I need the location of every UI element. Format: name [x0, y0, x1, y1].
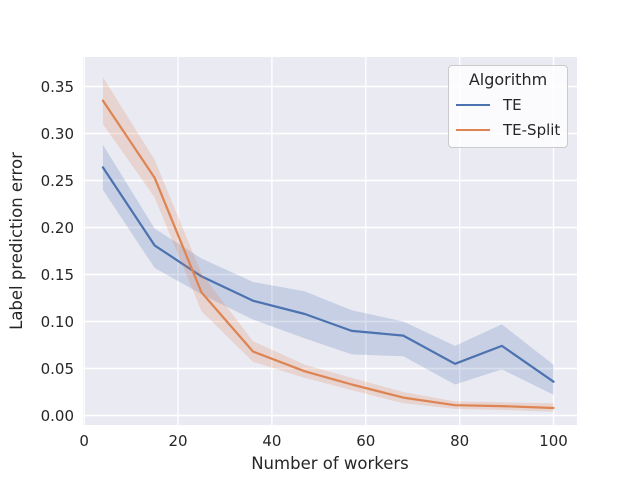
- y-tick-label: 0.35: [40, 77, 74, 96]
- x-axis-label: Number of workers: [251, 454, 409, 473]
- y-axis-label: Label prediction error: [7, 152, 26, 330]
- y-tick-label: 0.25: [40, 171, 74, 190]
- legend-entry-TE: TE: [449, 92, 567, 117]
- x-tick-label: 60: [356, 432, 376, 450]
- y-tick-label: 0.15: [40, 265, 74, 284]
- y-tick-label: 0.05: [40, 359, 74, 378]
- x-tick-label: 80: [450, 432, 470, 450]
- x-tick-label: 0: [79, 432, 89, 450]
- legend-entry-label: TE: [503, 95, 522, 114]
- y-tick-label: 0.00: [40, 406, 74, 425]
- legend-title: Algorithm: [468, 70, 548, 89]
- series-line-TE: [101, 166, 555, 383]
- x-tick-label: 40: [262, 432, 282, 450]
- legend-entries: TE TE-Split: [449, 92, 567, 142]
- legend: Algorithm TE TE-Split: [448, 65, 568, 148]
- y-tick-label: 0.20: [40, 218, 74, 237]
- legend-line-swatch-icon: [456, 128, 490, 131]
- legend-entry-TE-Split: TE-Split: [449, 117, 567, 142]
- series-line-TE-Split: [101, 99, 555, 410]
- y-tick-label: 0.30: [40, 124, 74, 143]
- x-tick-label: 100: [539, 432, 568, 450]
- legend-line-swatch-icon: [456, 103, 490, 106]
- y-tick-label: 0.10: [40, 312, 74, 331]
- x-tick-label: 20: [168, 432, 188, 450]
- legend-entry-label: TE-Split: [503, 120, 561, 139]
